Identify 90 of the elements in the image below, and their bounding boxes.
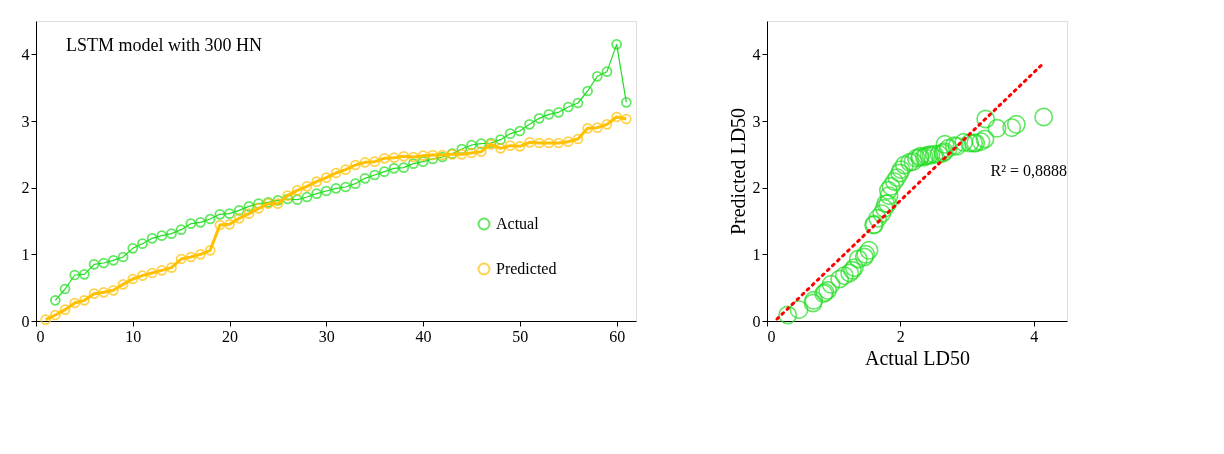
point [789,300,809,320]
point [894,155,914,175]
point [291,194,303,206]
point [301,191,313,203]
annotation: LSTM model with 300 HN [66,35,262,55]
point [778,305,798,325]
point [417,156,429,168]
point [562,101,574,113]
point [611,38,623,50]
legend-label: Predicted [496,260,557,277]
point [311,188,323,200]
point [533,112,545,124]
point [195,216,206,228]
point [1034,107,1054,127]
point [369,169,381,181]
point [233,204,245,216]
point [204,213,216,225]
point [929,144,949,164]
point [553,106,564,118]
x-tick-label: 40 [415,327,432,345]
point [137,238,148,250]
point [156,230,168,242]
point [146,232,158,244]
y-tick-label: 1 [752,245,761,263]
x-tick-label: 10 [125,327,142,345]
x-tick-label: 20 [222,327,239,345]
y-tick-label: 4 [752,45,761,63]
point [582,85,593,97]
point [320,185,332,197]
point [253,198,264,210]
y-tick-label: 1 [21,245,30,263]
y-tick-label: 3 [21,112,30,130]
point [543,108,555,120]
point [359,172,371,184]
point [175,224,187,236]
point [330,182,342,194]
point [601,66,613,78]
point [117,251,129,263]
point [524,118,535,130]
point [59,283,71,295]
point [214,208,226,220]
y-tick-label: 2 [21,179,30,197]
point [879,186,899,206]
point [848,249,868,269]
point [272,194,284,206]
x-tick-label: 0 [36,327,45,345]
point [572,97,584,109]
point [821,274,841,294]
point [88,258,100,270]
point [504,128,516,140]
point [127,242,139,254]
y-tick-label: 2 [752,179,761,197]
x-tick-label: 30 [318,327,335,345]
x-tick-label: 50 [512,327,529,345]
point [79,268,90,280]
point [379,166,390,178]
y-tick-label: 4 [21,45,30,63]
point [108,254,119,266]
annotation: R² = 0,8888 [990,162,1067,179]
point [987,118,1007,138]
x-tick-label: 4 [1030,327,1039,345]
point [243,200,255,212]
point [98,257,110,269]
x-tick-label: 2 [896,327,905,345]
point [408,158,419,170]
point [224,208,235,220]
legend-label: Actual [496,215,540,232]
x-tick-label: 60 [609,327,626,345]
point [398,162,410,174]
point [495,134,506,146]
x-axis-title: Actual LD50 [865,346,970,369]
point [514,125,526,137]
y-axis-title: Predicted LD50 [726,107,749,236]
point [954,132,974,152]
point [185,218,197,230]
x-tick-label: 0 [767,327,776,345]
point [620,96,632,108]
y-tick-label: 0 [21,312,30,330]
point [976,109,996,129]
y-tick-label: 0 [752,312,761,330]
point [591,70,603,82]
point [49,294,61,306]
point [166,228,177,240]
y-tick-label: 3 [752,112,761,130]
point [475,138,487,150]
point [388,162,400,174]
point [340,181,352,193]
point [69,269,81,281]
point [466,139,477,151]
point [349,178,361,190]
